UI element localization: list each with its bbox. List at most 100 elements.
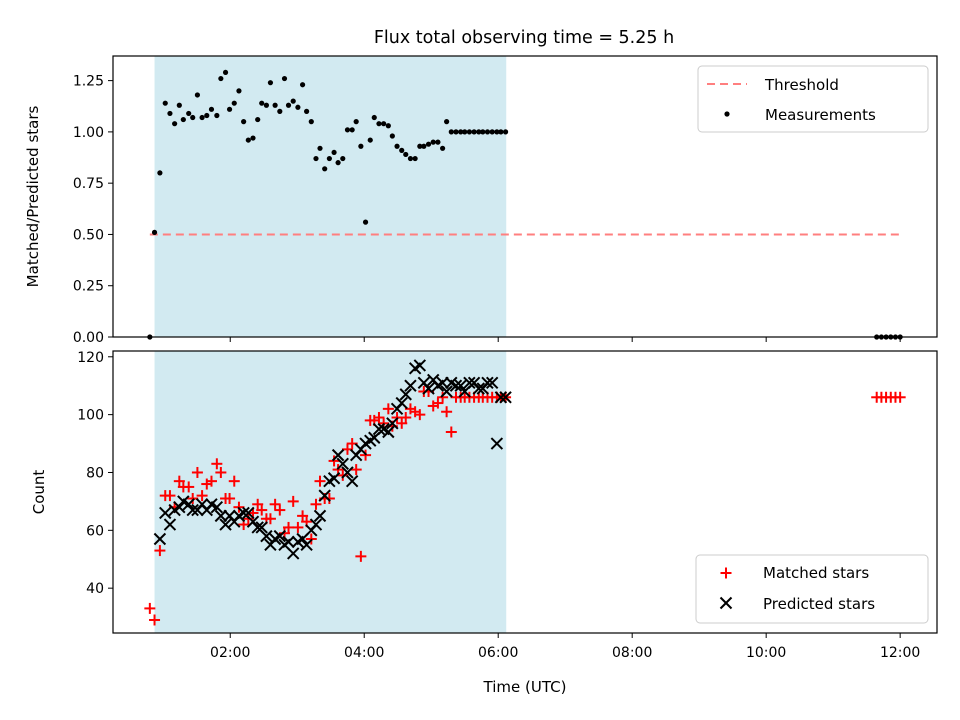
predicted-star-point — [153, 532, 167, 546]
legend-box — [695, 554, 929, 624]
measurement-point — [214, 112, 220, 119]
measurement-point — [277, 108, 283, 114]
matched-star-point — [264, 513, 276, 525]
measurement-point — [180, 116, 186, 123]
predicted-star-point — [494, 391, 508, 404]
matched-star-point — [437, 391, 449, 403]
measurement-point — [199, 114, 205, 121]
measurement-point — [389, 133, 395, 139]
measurement-point — [440, 145, 446, 151]
predicted-marker-b — [372, 422, 386, 436]
predicted-star-point — [490, 437, 504, 450]
measurement-point — [425, 141, 432, 147]
measurement-point — [208, 106, 215, 112]
predicted-marker-b — [472, 382, 485, 395]
predicted-star-point — [255, 521, 268, 534]
measurement-point — [484, 129, 491, 135]
y-tick-label: 0.00 — [73, 330, 104, 346]
predicted-star-point — [327, 472, 341, 485]
y-tick-label: 60 — [86, 523, 104, 539]
predicted-marker-b — [399, 388, 412, 401]
legend-predicted-label: Predicted stars — [763, 595, 875, 613]
matched-star-point — [894, 391, 906, 403]
predicted-marker-b — [282, 535, 295, 549]
matched-star-point — [323, 493, 335, 505]
matched-star-point — [191, 466, 203, 478]
predicted-star-point — [309, 518, 323, 531]
predicted-marker-b — [182, 498, 195, 511]
bottom-y-axis-label: Count — [30, 470, 48, 515]
matched-star-point — [350, 464, 362, 476]
top-y-axis-label: Matched/Predicted stars — [24, 106, 42, 288]
predicted-star-point — [422, 382, 435, 395]
measurement-point — [480, 129, 486, 135]
x-tick-label: 04:00 — [344, 645, 384, 661]
bottom-shaded-interval — [154, 351, 507, 633]
predicted-star-point — [413, 359, 427, 372]
predicted-marker-b — [318, 489, 331, 502]
predicted-marker-b — [463, 376, 476, 390]
matched-star-point — [224, 493, 236, 505]
measurement-point — [407, 155, 414, 162]
predicted-star-point — [336, 457, 349, 471]
measurement-point — [453, 129, 459, 135]
measurement-point — [362, 219, 369, 225]
predicted-star-point — [273, 529, 287, 543]
matched-star-point — [400, 412, 412, 424]
predicted-star-point — [182, 498, 195, 511]
shaded-interval-band — [154, 56, 507, 337]
predicted-marker-b — [153, 532, 167, 546]
predicted-marker-b — [173, 500, 186, 514]
measurement-point — [412, 155, 418, 162]
shaded-interval-band — [154, 351, 507, 633]
measurement-point — [218, 75, 224, 82]
measurement-point — [263, 102, 270, 108]
measurement-point — [267, 80, 274, 86]
measurement-point — [489, 129, 495, 135]
predicted-star-point — [386, 417, 399, 430]
measurement-point — [299, 82, 306, 88]
measurement-point — [371, 114, 377, 121]
predicted-star-point — [173, 500, 186, 514]
predicted-star-point — [242, 506, 255, 520]
measurement-point — [349, 127, 355, 133]
bottom-x-axis-label: Time (UTC) — [483, 678, 567, 696]
predicted-star-point — [159, 506, 172, 520]
matched-star-point — [144, 602, 156, 614]
predicted-marker-b — [345, 474, 359, 488]
predicted-star-point — [395, 396, 408, 410]
measurement-point — [204, 112, 210, 119]
predicted-star-point — [372, 422, 386, 436]
matched-star-point — [396, 417, 408, 429]
measurement-point — [255, 116, 261, 123]
matched-star-point — [283, 521, 295, 533]
predicted-star-point — [186, 503, 199, 517]
predicted-marker-b — [255, 521, 268, 534]
predicted-star-point — [382, 425, 395, 439]
top-y-axis: 0.00 0.25 0.50 0.75 1.00 1.25 — [73, 74, 113, 346]
predicted-star-point — [341, 466, 354, 479]
bottom-y-axis: 40 60 80 100 120 — [77, 350, 113, 597]
measurement-point — [231, 100, 237, 106]
matched-star-point — [414, 409, 426, 421]
predicted-marker-b — [331, 448, 345, 462]
matched-star-point — [215, 466, 227, 478]
y-tick-label: 1.25 — [73, 74, 104, 90]
predicted-marker-b — [494, 391, 508, 404]
measurement-point — [250, 135, 256, 141]
measurement-point — [367, 137, 373, 143]
top-axes-frame — [112, 55, 938, 338]
measurement-point — [462, 129, 468, 135]
measurement-point — [157, 170, 163, 176]
measurement-point — [476, 129, 482, 135]
measurement-point — [176, 102, 182, 108]
predicted-marker-b — [413, 359, 427, 372]
predicted-marker-b — [177, 495, 190, 508]
predicted-marker-b — [219, 518, 232, 531]
predicted-marker-b — [205, 498, 218, 511]
measurement-point — [281, 75, 288, 82]
measurement-point — [245, 137, 251, 143]
predicted-marker-b — [377, 422, 390, 436]
predicted-star-point — [399, 388, 412, 401]
y-tick-label: 0.50 — [73, 227, 104, 243]
